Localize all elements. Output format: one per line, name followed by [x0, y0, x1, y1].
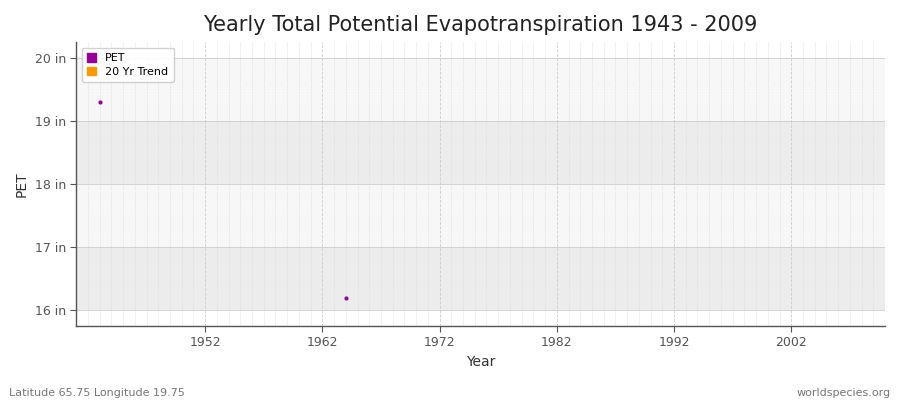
Bar	[76, 247, 885, 310]
Legend: PET, 20 Yr Trend: PET, 20 Yr Trend	[82, 48, 174, 82]
Title: Yearly Total Potential Evapotranspiration 1943 - 2009: Yearly Total Potential Evapotranspiratio…	[203, 15, 758, 35]
X-axis label: Year: Year	[466, 355, 495, 369]
Point	[338, 294, 353, 301]
Bar	[76, 184, 885, 247]
Y-axis label: PET: PET	[15, 171, 29, 197]
Bar	[76, 121, 885, 184]
Point	[93, 99, 107, 105]
Bar	[76, 58, 885, 121]
Text: Latitude 65.75 Longitude 19.75: Latitude 65.75 Longitude 19.75	[9, 388, 184, 398]
Text: worldspecies.org: worldspecies.org	[796, 388, 891, 398]
